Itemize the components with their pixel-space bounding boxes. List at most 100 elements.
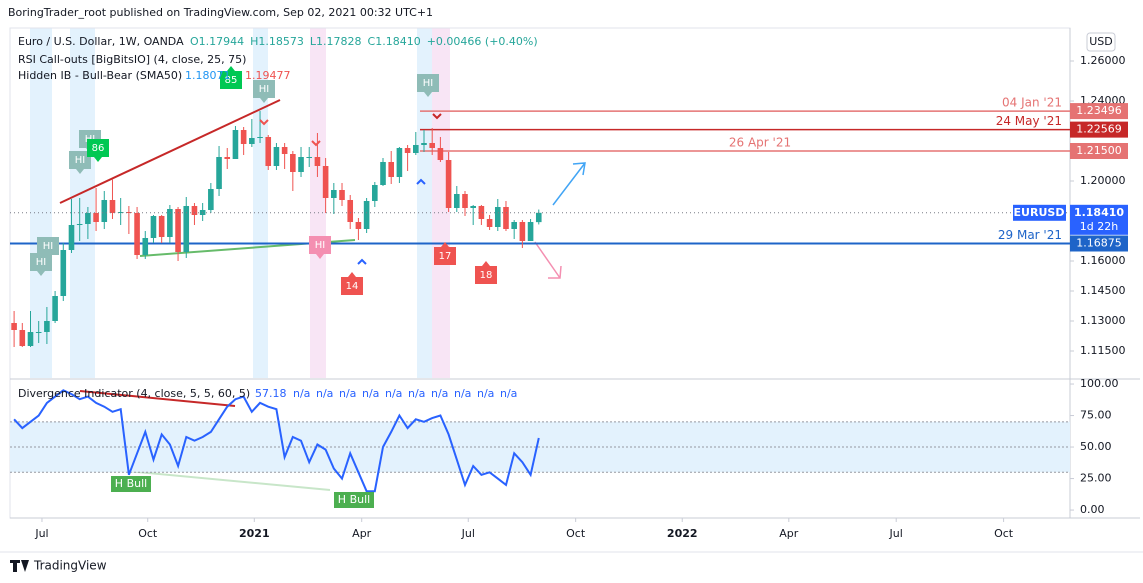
candle-body	[478, 206, 485, 219]
candle-body	[331, 190, 337, 198]
arrow-down	[534, 241, 562, 279]
x-tick-label: Apr	[779, 527, 799, 540]
indicator-value: 1.19477	[245, 69, 291, 82]
candle-body	[224, 157, 231, 159]
x-tick-label: Oct	[994, 527, 1014, 540]
candle-body	[249, 138, 255, 144]
annotation-label: 86	[92, 143, 105, 154]
candle-body	[11, 323, 17, 330]
level-box	[1070, 121, 1128, 138]
x-tick-label: 2022	[667, 527, 698, 540]
x-tick-label: Apr	[352, 527, 372, 540]
y2-tick-label: 25.00	[1080, 472, 1112, 485]
candle-body	[503, 207, 509, 229]
y-tick-label: 1.16000	[1080, 254, 1126, 267]
candle-body	[535, 212, 542, 223]
publisher: BoringTrader_root published on TradingVi…	[8, 6, 433, 19]
signal-marker	[416, 178, 426, 185]
last-price-box	[1070, 204, 1128, 235]
candle-body	[413, 145, 419, 153]
divergence-label: H Bull	[115, 477, 147, 490]
candle-body	[60, 250, 67, 296]
annotation-label: HI	[43, 241, 53, 252]
divergence-box	[111, 476, 151, 492]
candle-body	[117, 212, 124, 213]
band	[310, 28, 326, 378]
candle-body	[339, 190, 345, 200]
level-box	[1070, 103, 1128, 120]
annotation-shape	[475, 261, 497, 284]
data-layer: 1.260001.240001.200001.160001.145001.130…	[10, 54, 1128, 540]
band	[417, 28, 432, 378]
candle-body	[175, 209, 181, 252]
y2-tick-label: 100.00	[1080, 377, 1119, 390]
oscillator-value: 57.18	[255, 387, 287, 400]
band	[70, 28, 95, 378]
annotation-label: HI	[36, 257, 46, 268]
signal-marker	[259, 119, 269, 126]
candle-body	[134, 213, 140, 255]
candle-body	[511, 222, 517, 229]
annotation-label: HI	[259, 84, 269, 95]
candle-body	[68, 225, 75, 250]
annotation: HI	[253, 80, 275, 103]
oscillator-na: n/a	[454, 387, 471, 400]
annotation-label: HI	[423, 78, 433, 89]
candle-body	[363, 201, 370, 229]
annotation-shape	[30, 253, 52, 276]
candle-body	[527, 222, 534, 241]
candle-body	[109, 200, 116, 213]
last-price: 1.18410	[1074, 206, 1124, 219]
candle-body	[437, 148, 444, 160]
candle-body	[372, 185, 378, 201]
candle-body	[150, 216, 157, 238]
indicator-value: 1.18071	[185, 69, 231, 82]
symbol-box	[1013, 204, 1066, 221]
level-label: 26 Apr '21	[729, 136, 791, 150]
annotation-shape	[37, 237, 59, 260]
symbol-label: EURUSD	[1014, 206, 1065, 219]
candle-body	[355, 222, 362, 229]
indicator-legend: Hidden IB - Bull-Bear (SMA50)	[18, 69, 182, 82]
annotation: HI	[309, 236, 331, 259]
oscillator-na: n/a	[477, 387, 494, 400]
oscillator-na: n/a	[362, 387, 379, 400]
indicator-legend: RSI Call-outs [BigBitsIO] (4, close, 25,…	[18, 53, 246, 66]
annotation: 18	[475, 261, 497, 284]
candle-body	[126, 212, 132, 213]
annotation-shape	[417, 74, 439, 97]
x-tick-label: Jul	[889, 527, 903, 540]
x-tick-label: Oct	[566, 527, 586, 540]
trend-line	[59, 99, 281, 204]
band	[253, 28, 268, 378]
oscillator-na: n/a	[316, 387, 333, 400]
ohlc-value: L1.17828	[310, 35, 362, 48]
candle-body	[470, 206, 476, 208]
candle-body	[281, 147, 288, 154]
annotation-label: 85	[225, 75, 238, 86]
candle-body	[142, 238, 149, 255]
candle-body	[380, 162, 386, 185]
y2-tick-label: 0.00	[1080, 503, 1105, 516]
annotation: 86	[87, 139, 109, 162]
logo	[10, 560, 29, 572]
ohlc-value: O1.17944	[190, 35, 244, 48]
candle-body	[85, 213, 91, 224]
candle-body	[265, 137, 272, 166]
candle-body	[183, 206, 190, 252]
candle-body	[240, 130, 247, 144]
x-tick-label: Jul	[461, 527, 475, 540]
countdown: 1d 22h	[1080, 220, 1118, 233]
candle-body	[216, 157, 222, 189]
annotation-label: HI	[315, 240, 325, 251]
oscillator-na: n/a	[293, 387, 310, 400]
currency-box[interactable]	[1086, 32, 1116, 52]
candle-body	[486, 219, 493, 227]
signal-marker	[432, 113, 442, 120]
oscillator-na: n/a	[339, 387, 356, 400]
level-box	[1070, 143, 1128, 159]
level-label: 24 May '21	[996, 114, 1062, 128]
x-tick-label: Oct	[138, 527, 158, 540]
level-label: 04 Jan '21	[1002, 96, 1062, 110]
